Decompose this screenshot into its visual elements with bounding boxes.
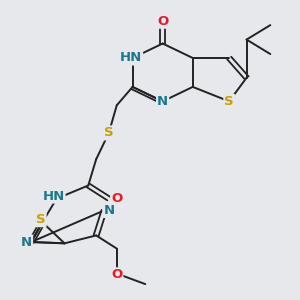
Text: N: N [103, 204, 114, 217]
Text: N: N [157, 95, 168, 108]
Text: HN: HN [42, 190, 64, 202]
Text: O: O [111, 192, 122, 205]
Text: S: S [36, 213, 46, 226]
Text: O: O [157, 15, 168, 28]
Text: N: N [21, 236, 32, 248]
Text: S: S [104, 126, 114, 140]
Text: O: O [111, 268, 122, 281]
Text: S: S [224, 95, 234, 108]
Text: HN: HN [120, 52, 142, 64]
